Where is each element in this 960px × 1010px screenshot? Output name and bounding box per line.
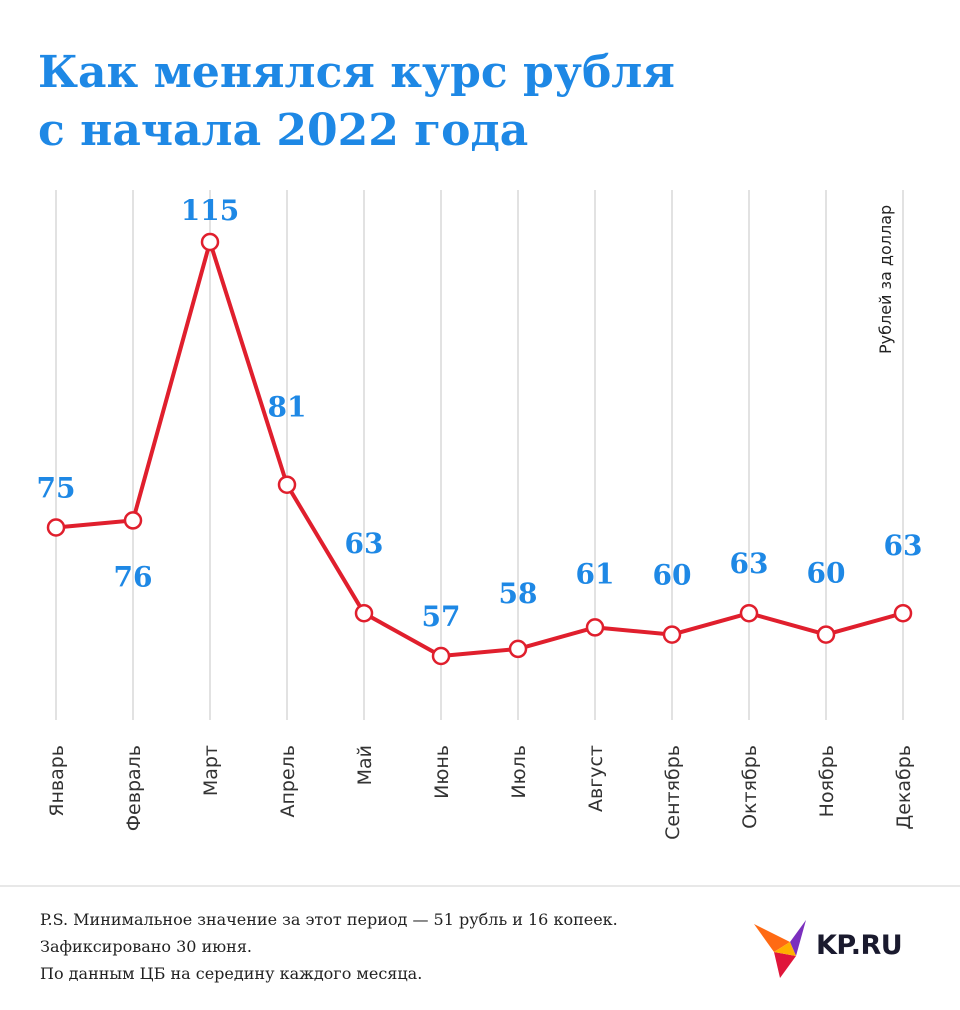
footnotes: P.S. Минимальное значение за этот период… (40, 906, 720, 987)
x-tick-label: Ноябрь (816, 745, 838, 817)
footnote-line: P.S. Минимальное значение за этот период… (40, 910, 618, 929)
kp-bird-icon (754, 920, 806, 978)
data-point (46, 518, 66, 537)
data-point (431, 646, 451, 666)
data-label: 63 (345, 527, 384, 560)
kp-logo: KP.RU (750, 916, 940, 980)
y-axis-label: Рублей за доллар (876, 205, 895, 354)
data-label: 58 (499, 577, 538, 610)
data-label: 60 (807, 557, 846, 590)
data-label: 115 (181, 194, 239, 227)
chart-data-labels: 75 76 115 81 63 57 58 61 60 63 60 63 (37, 194, 923, 633)
data-point (816, 625, 836, 644)
x-tick-label: Октябрь (739, 745, 761, 829)
x-tick-label: Май (354, 745, 376, 785)
chart-series (55, 240, 904, 658)
data-point (893, 603, 913, 623)
line-chart: 75 76 115 81 63 57 58 61 60 63 60 63 Январь Февраль М… (37, 190, 923, 840)
data-point (508, 639, 528, 659)
chart-title-line-1: Как менялся курс рубля (38, 47, 675, 98)
x-tick-label: Июль (508, 745, 530, 799)
data-point (277, 475, 297, 494)
data-point (200, 232, 220, 252)
data-label: 57 (422, 600, 461, 633)
series-line (55, 240, 904, 658)
chart-title-line-2: с начала 2022 года (38, 105, 529, 156)
data-point (662, 625, 682, 644)
chart-gridlines (55, 190, 904, 720)
data-label: 60 (653, 559, 692, 592)
data-label: 61 (576, 557, 615, 590)
data-label: 63 (884, 529, 923, 562)
footer-divider (0, 885, 960, 887)
chart-x-tick-labels: Январь Февраль Март Апрель Май Июнь Июль Август… (46, 745, 915, 840)
footnote-line: Зафиксировано 30 июня. (40, 937, 253, 956)
kp-logo-text: KP.RU (816, 930, 903, 961)
x-tick-label: Январь (46, 745, 68, 817)
data-label: 81 (268, 391, 307, 424)
data-point (123, 511, 143, 530)
x-tick-label: Сентябрь (662, 745, 684, 840)
data-point (585, 618, 605, 637)
x-tick-label: Апрель (277, 745, 299, 818)
x-tick-label: Декабрь (893, 745, 915, 830)
chart-points (46, 232, 913, 666)
data-label: 76 (114, 560, 153, 593)
x-tick-label: Июнь (431, 745, 453, 799)
footnote-line: По данным ЦБ на середину каждого месяца. (40, 964, 423, 983)
x-tick-label: Февраль (123, 745, 145, 831)
data-point (354, 603, 374, 623)
data-point (739, 603, 759, 623)
chart-title: Как менялся курс рубля с начала 2022 год… (38, 44, 918, 160)
data-label: 75 (37, 472, 76, 505)
x-tick-label: Март (200, 745, 222, 796)
x-tick-label: Август (585, 745, 607, 812)
data-label: 63 (730, 547, 769, 580)
